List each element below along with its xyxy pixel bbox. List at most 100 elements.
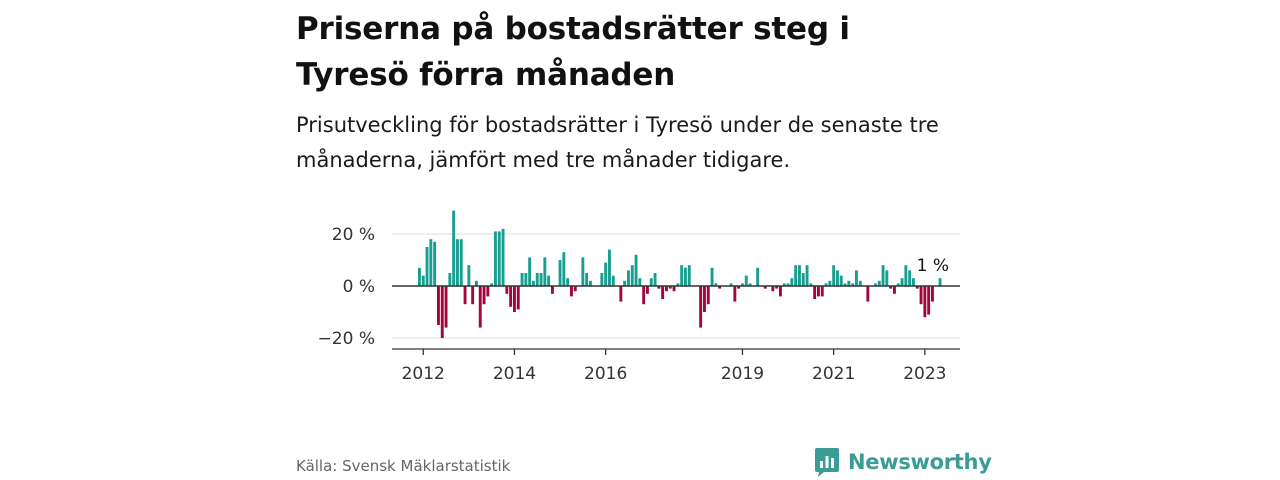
bar bbox=[794, 265, 798, 286]
bar bbox=[649, 278, 653, 286]
bar bbox=[737, 286, 741, 289]
bar bbox=[885, 270, 889, 286]
bar bbox=[494, 231, 497, 286]
bar bbox=[843, 283, 847, 286]
bar bbox=[851, 283, 855, 286]
bar bbox=[839, 275, 843, 286]
bar bbox=[687, 265, 691, 286]
bar bbox=[703, 286, 706, 312]
bar bbox=[775, 286, 779, 289]
bar bbox=[665, 286, 668, 292]
bar bbox=[505, 286, 509, 294]
bar bbox=[756, 267, 760, 286]
bar bbox=[444, 286, 448, 328]
bar bbox=[653, 273, 657, 286]
bar bbox=[672, 286, 676, 292]
bar bbox=[684, 267, 687, 286]
y-tick-label: −20 % bbox=[318, 329, 375, 349]
bar bbox=[904, 265, 908, 286]
bar bbox=[866, 286, 870, 302]
bar bbox=[668, 286, 672, 289]
bar bbox=[912, 278, 915, 286]
chart-card: Priserna på bostadsrätter steg i Tyresö … bbox=[296, 0, 992, 480]
bar bbox=[501, 228, 505, 286]
bar bbox=[532, 280, 535, 286]
bar bbox=[486, 286, 490, 297]
bar bbox=[847, 280, 851, 286]
bar bbox=[520, 273, 524, 286]
bar bbox=[881, 265, 885, 286]
bar bbox=[581, 257, 585, 286]
bar bbox=[425, 247, 429, 286]
bar bbox=[877, 280, 881, 286]
bar bbox=[836, 270, 839, 286]
bar bbox=[900, 278, 904, 286]
bar bbox=[547, 275, 551, 286]
bar bbox=[706, 286, 710, 305]
bar bbox=[813, 286, 817, 299]
bar bbox=[801, 273, 805, 286]
bar bbox=[786, 283, 790, 286]
bar bbox=[798, 265, 801, 286]
y-tick-label: 20 % bbox=[332, 225, 375, 245]
x-tick-label: 2012 bbox=[402, 364, 445, 384]
grid-layer bbox=[392, 233, 960, 339]
bar bbox=[896, 283, 900, 286]
bar bbox=[562, 252, 566, 286]
bar bbox=[623, 280, 627, 286]
bar bbox=[763, 286, 767, 289]
bar bbox=[893, 286, 896, 294]
bar bbox=[437, 286, 440, 325]
bar bbox=[809, 283, 813, 286]
bar bbox=[528, 257, 532, 286]
bar bbox=[855, 270, 858, 286]
bar bbox=[608, 249, 611, 286]
bar bbox=[611, 275, 615, 286]
bar bbox=[429, 239, 433, 286]
bar bbox=[889, 286, 893, 289]
newsworthy-logo-icon bbox=[815, 448, 839, 477]
bar bbox=[638, 278, 642, 286]
bar bbox=[421, 275, 425, 286]
bar bbox=[908, 270, 912, 286]
bar bbox=[600, 273, 604, 286]
bar bbox=[456, 239, 459, 286]
bar bbox=[475, 280, 478, 286]
bar bbox=[585, 273, 589, 286]
bar bbox=[513, 286, 516, 312]
bar bbox=[790, 278, 794, 286]
axis-layer: 20 % 0 % −20 % 2012 2014 2016 2019 2021 2023 1 % bbox=[318, 225, 960, 384]
bar bbox=[931, 286, 934, 302]
bar bbox=[634, 254, 638, 286]
bar bbox=[805, 265, 809, 286]
bar bbox=[497, 231, 501, 286]
bar bbox=[714, 283, 718, 286]
brand-logo[interactable]: Newsworthy bbox=[814, 446, 992, 478]
bar bbox=[490, 283, 494, 286]
bar bbox=[782, 283, 786, 286]
bar bbox=[543, 257, 547, 286]
bar bbox=[589, 280, 592, 286]
bar bbox=[558, 260, 562, 286]
bar bbox=[478, 286, 482, 328]
bar bbox=[619, 286, 623, 302]
bar bbox=[699, 286, 703, 328]
bar bbox=[748, 283, 752, 286]
latest-value-label: 1 % bbox=[917, 256, 949, 276]
bar bbox=[604, 262, 608, 286]
bar bbox=[482, 286, 486, 305]
bar bbox=[642, 286, 646, 305]
bar bbox=[676, 283, 680, 286]
bar bbox=[463, 286, 467, 305]
x-tick-label: 2023 bbox=[903, 364, 946, 384]
brand-name: Newsworthy bbox=[848, 450, 992, 474]
bar bbox=[433, 241, 437, 286]
bar bbox=[874, 283, 877, 286]
bar bbox=[771, 286, 775, 292]
bar bbox=[539, 273, 543, 286]
bar bbox=[509, 286, 513, 307]
bar-layer bbox=[418, 210, 942, 338]
page-title: Priserna på bostadsrätter steg i Tyresö … bbox=[296, 11, 850, 93]
page-subtitle: Prisutveckling för bostadsrätter i Tyres… bbox=[296, 113, 939, 172]
y-tick-label: 0 % bbox=[343, 277, 375, 297]
